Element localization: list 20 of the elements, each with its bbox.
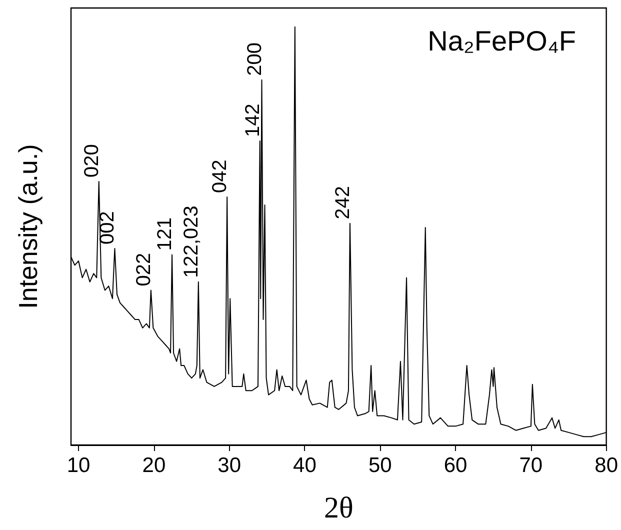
x-axis-title: 2θ	[324, 492, 354, 524]
annotation: 002	[96, 211, 119, 244]
x-tick-label: 10	[66, 454, 90, 477]
annotation: 042	[209, 160, 232, 194]
x-tick-label: 80	[594, 454, 618, 477]
x-tick-label: 50	[368, 454, 392, 477]
annotation: 022	[132, 252, 155, 286]
x-tick-label: 60	[444, 454, 468, 477]
annotation: 121	[154, 217, 176, 251]
x-tick-label: 40	[293, 454, 316, 477]
x-tick-label: 70	[519, 454, 543, 477]
annotation: 200	[244, 42, 266, 76]
annotation: 242	[332, 186, 354, 220]
annotation: 142	[242, 104, 264, 137]
chart-title: Na₂FePO₄F	[428, 26, 576, 56]
annotation: 122,023	[180, 206, 202, 278]
x-tick-label: 20	[142, 454, 166, 477]
y-axis-title: Intensity (a.u.)	[13, 144, 43, 309]
annotation: 020	[80, 144, 103, 178]
x-tick-label: 30	[218, 454, 242, 477]
